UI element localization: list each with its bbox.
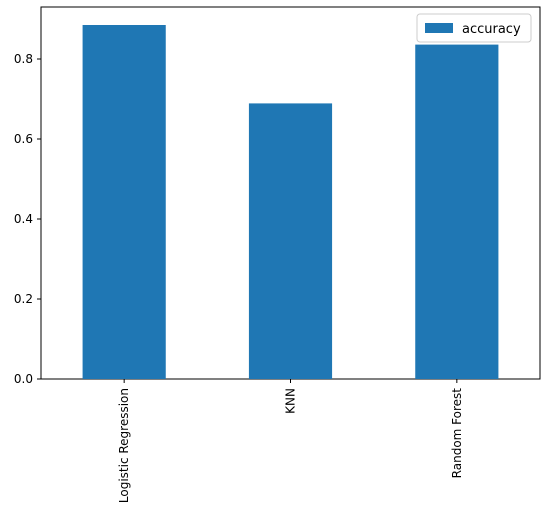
bar-random-forest <box>415 44 499 379</box>
y-tick-label: 0.4 <box>14 212 33 226</box>
y-tick-label: 0.0 <box>14 372 33 386</box>
legend-label: accuracy <box>462 22 521 37</box>
y-tick-label: 0.8 <box>14 52 33 66</box>
y-axis: 0.0 0.2 0.4 0.6 0.8 <box>14 52 41 386</box>
bar-knn <box>248 103 333 380</box>
x-tick-label: Random Forest <box>450 388 464 479</box>
x-tick-label: Logistic Regression <box>117 388 131 503</box>
x-tick-label: KNN <box>284 388 298 414</box>
bars-layer <box>82 25 499 380</box>
legend-box <box>416 13 532 43</box>
y-tick-label: 0.6 <box>14 132 33 146</box>
y-tick-label: 0.2 <box>14 292 33 306</box>
x-axis: Logistic Regression KNN Random Forest <box>117 379 464 503</box>
legend-swatch <box>425 23 453 33</box>
bar-logistic-regression <box>82 25 166 379</box>
legend: accuracy <box>416 13 532 43</box>
